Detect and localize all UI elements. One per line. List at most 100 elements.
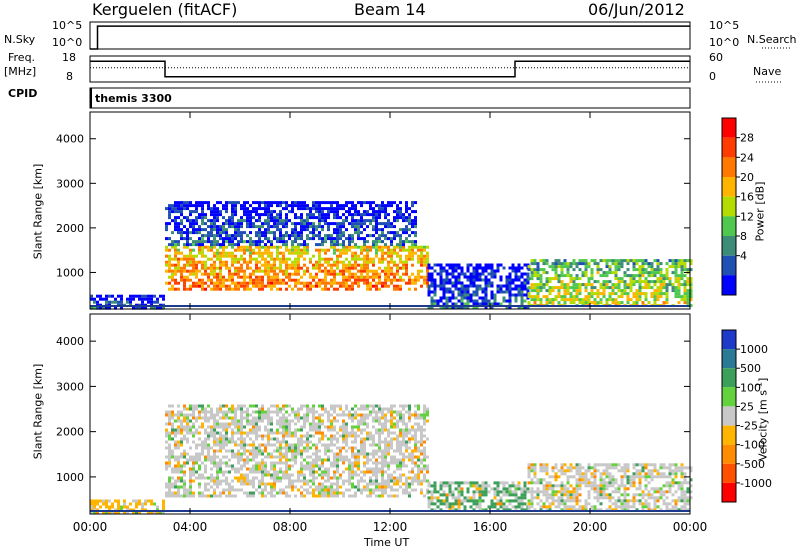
heat-cell [231, 245, 234, 249]
heat-cell [554, 478, 558, 482]
heat-cell [249, 422, 252, 426]
heat-cell [258, 201, 261, 205]
heat-cell [276, 251, 279, 255]
heat-cell [165, 464, 168, 468]
heat-cell [336, 482, 339, 486]
heat-cell [216, 287, 219, 291]
heat-cell [309, 422, 312, 426]
heat-cell [204, 281, 207, 285]
heat-cell [539, 286, 543, 290]
heat-cell [186, 488, 189, 492]
heat-cell [551, 502, 555, 506]
heat-cell [469, 284, 473, 288]
heat-cell [213, 254, 216, 258]
heat-cell [306, 416, 309, 420]
heat-cell [387, 275, 390, 279]
heat-cell [327, 443, 330, 447]
heat-cell [433, 269, 437, 273]
heat-cell [360, 422, 363, 426]
heat-cell [219, 464, 222, 468]
heat-cell [237, 470, 240, 474]
heat-cell [384, 437, 387, 441]
heat-cell [225, 263, 228, 267]
heat-cell [195, 263, 198, 267]
heat-cell [396, 482, 399, 486]
heat-cell [390, 240, 393, 244]
heat-cell [414, 216, 417, 220]
heat-cell [264, 237, 267, 241]
heat-cell [207, 207, 210, 211]
heat-cell [237, 425, 240, 429]
heat-cell [533, 274, 537, 278]
heat-cell [174, 222, 177, 226]
heat-cell [258, 248, 261, 252]
heat-cell [297, 452, 300, 456]
heat-cell [297, 476, 300, 480]
heat-cell [662, 301, 666, 305]
heat-cell [396, 494, 399, 498]
heat-cell [638, 289, 642, 293]
heat-cell [201, 281, 204, 285]
heat-cell [177, 251, 180, 255]
heat-cell [222, 434, 225, 438]
heat-cell [369, 458, 372, 462]
heat-cell [213, 458, 216, 462]
heat-cell [608, 295, 612, 299]
heat-cell [680, 295, 684, 299]
heat-cell [454, 499, 458, 503]
heat-cell [665, 301, 669, 305]
heat-cell [390, 248, 393, 252]
heat-cell [363, 254, 366, 258]
heat-cell [336, 440, 339, 444]
heat-cell [381, 407, 384, 411]
heat-cell [177, 228, 180, 232]
heat-cell [572, 493, 576, 497]
heat-cell [198, 455, 201, 459]
heat-cell [330, 263, 333, 267]
heat-cell [520, 508, 524, 512]
heat-cell [402, 437, 405, 441]
heat-cell [530, 268, 534, 272]
heat-cell [508, 302, 512, 306]
heat-cell [144, 306, 147, 310]
heat-cell [315, 225, 318, 229]
heat-cell [526, 487, 530, 491]
heat-cell [578, 259, 582, 263]
heat-cell [420, 269, 423, 273]
heat-cell [399, 410, 402, 414]
heat-cell [402, 228, 405, 232]
heat-cell [219, 437, 222, 441]
heat-cell [481, 508, 485, 512]
heat-cell [237, 428, 240, 432]
heat-cell [668, 280, 672, 284]
heat-cell [420, 479, 423, 483]
heat-cell [225, 488, 228, 492]
heat-cell [387, 419, 390, 423]
heat-cell [575, 484, 579, 488]
heat-cell [192, 413, 195, 417]
heat-cell [387, 263, 390, 267]
heat-cell [216, 485, 219, 489]
heat-cell [366, 281, 369, 285]
heat-cell [174, 251, 177, 255]
heat-cell [569, 493, 573, 497]
heat-cell [575, 283, 579, 287]
heat-cell [312, 407, 315, 411]
heat-cell [420, 467, 423, 471]
heat-cell [366, 437, 369, 441]
heat-cell [285, 458, 288, 462]
heat-cell [231, 416, 234, 420]
heat-cell [261, 494, 264, 498]
heat-cell [629, 286, 633, 290]
heat-cell [436, 284, 440, 288]
heat-cell [641, 268, 645, 272]
heat-cell [315, 458, 318, 462]
heat-cell [402, 272, 405, 276]
heat-cell [390, 237, 393, 241]
heat-cell [523, 490, 527, 494]
heat-cell [548, 484, 552, 488]
heat-cell [357, 482, 360, 486]
heat-cell [496, 263, 500, 267]
heat-cell [472, 481, 476, 485]
heat-cell [345, 263, 348, 267]
